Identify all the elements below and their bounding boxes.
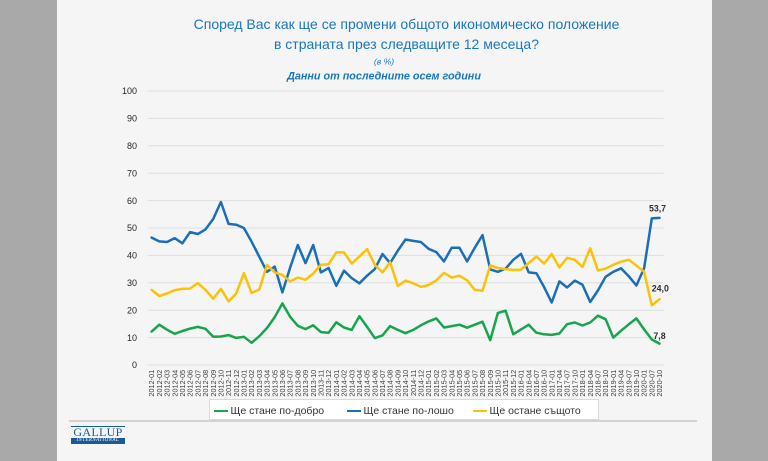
svg-text:2015-07: 2015-07 (470, 370, 479, 397)
svg-text:53,7: 53,7 (649, 203, 666, 213)
svg-text:2013-04: 2013-04 (263, 370, 272, 397)
svg-text:2017-04: 2017-04 (555, 370, 564, 397)
svg-text:2014-07: 2014-07 (378, 370, 387, 397)
svg-text:2015-09: 2015-09 (486, 370, 495, 397)
svg-text:2013-11: 2013-11 (317, 370, 326, 396)
svg-text:2019-01: 2019-01 (609, 370, 618, 397)
svg-text:2015-02: 2015-02 (432, 370, 441, 397)
svg-text:2018-01: 2018-01 (578, 370, 587, 397)
svg-text:2012-01: 2012-01 (147, 370, 156, 397)
svg-text:2015-12: 2015-12 (509, 370, 518, 397)
svg-text:2013-10: 2013-10 (309, 370, 318, 397)
svg-text:2013-02: 2013-02 (247, 370, 256, 397)
svg-text:2014-01: 2014-01 (332, 370, 341, 397)
svg-text:2018-07: 2018-07 (594, 370, 603, 397)
svg-text:2012-10: 2012-10 (217, 370, 226, 397)
svg-text:0: 0 (132, 360, 137, 370)
svg-text:2014-06: 2014-06 (370, 370, 379, 397)
svg-text:2015-10: 2015-10 (494, 370, 503, 397)
svg-text:2012-11: 2012-11 (224, 370, 233, 396)
svg-text:2019-04: 2019-04 (617, 370, 626, 397)
svg-text:2018-10: 2018-10 (601, 370, 610, 397)
svg-text:2014-02: 2014-02 (340, 370, 349, 397)
svg-text:(в %): (в %) (374, 56, 394, 66)
svg-text:2018-04: 2018-04 (586, 370, 595, 397)
svg-text:2015-08: 2015-08 (478, 370, 487, 397)
svg-text:2012-03: 2012-03 (163, 370, 172, 397)
svg-text:2020-07: 2020-07 (647, 370, 656, 397)
svg-text:в страната през следващите 12: в страната през следващите 12 месеца? (274, 36, 539, 52)
svg-text:2019-10: 2019-10 (632, 370, 641, 397)
svg-text:2014-12: 2014-12 (417, 370, 426, 397)
svg-text:2016-01: 2016-01 (517, 370, 526, 397)
svg-text:2017-07: 2017-07 (563, 370, 572, 397)
svg-text:24,0: 24,0 (652, 284, 669, 294)
svg-text:2012-09: 2012-09 (209, 370, 218, 397)
svg-text:2017-01: 2017-01 (547, 370, 556, 397)
svg-text:2012-04: 2012-04 (170, 370, 179, 397)
svg-text:90: 90 (127, 114, 137, 124)
svg-text:2013-12: 2013-12 (324, 370, 333, 397)
svg-text:2014-09: 2014-09 (393, 370, 402, 397)
svg-text:Данни от последните осем годин: Данни от последните осем години (286, 71, 481, 83)
svg-text:2014-11: 2014-11 (409, 370, 418, 396)
svg-text:2013-03: 2013-03 (255, 370, 264, 397)
svg-text:2016-10: 2016-10 (540, 370, 549, 397)
svg-text:2014-04: 2014-04 (355, 370, 364, 397)
svg-text:2015-01: 2015-01 (424, 370, 433, 397)
svg-text:2014-05: 2014-05 (363, 370, 372, 397)
svg-text:2014-10: 2014-10 (401, 370, 410, 397)
svg-text:100: 100 (122, 86, 137, 96)
svg-text:2013-09: 2013-09 (301, 370, 310, 397)
svg-text:50: 50 (127, 223, 137, 233)
svg-text:2014-08: 2014-08 (386, 370, 395, 397)
svg-text:70: 70 (127, 168, 137, 178)
svg-text:2012-05: 2012-05 (178, 370, 187, 397)
svg-text:2015-11: 2015-11 (501, 370, 510, 396)
svg-text:2014-03: 2014-03 (347, 370, 356, 397)
svg-text:2016-07: 2016-07 (532, 370, 541, 397)
svg-text:2013-08: 2013-08 (293, 370, 302, 397)
svg-text:2013-06: 2013-06 (278, 370, 287, 397)
svg-text:2019-07: 2019-07 (624, 370, 633, 397)
svg-text:2013-01: 2013-01 (240, 370, 249, 397)
svg-text:2020-10: 2020-10 (655, 370, 664, 397)
svg-text:2013-07: 2013-07 (286, 370, 295, 397)
svg-text:40: 40 (127, 251, 137, 261)
svg-text:2015-05: 2015-05 (455, 370, 464, 397)
svg-text:2012-12: 2012-12 (232, 370, 241, 397)
svg-text:2012-02: 2012-02 (155, 370, 164, 397)
svg-text:80: 80 (127, 141, 137, 151)
svg-text:2012-08: 2012-08 (201, 370, 210, 397)
svg-text:10: 10 (127, 333, 137, 343)
svg-text:7,8: 7,8 (653, 331, 665, 341)
svg-text:2015-03: 2015-03 (440, 370, 449, 397)
svg-text:2015-04: 2015-04 (447, 370, 456, 397)
svg-text:2013-05: 2013-05 (270, 370, 279, 397)
svg-text:2015-06: 2015-06 (463, 370, 472, 397)
svg-text:2012-07: 2012-07 (193, 370, 202, 397)
svg-text:2020-01: 2020-01 (640, 370, 649, 397)
svg-text:30: 30 (127, 278, 137, 288)
svg-text:Според Вас как ще се промени о: Според Вас как ще се промени общото икон… (194, 16, 620, 32)
svg-text:2012-06: 2012-06 (186, 370, 195, 397)
svg-text:2016-04: 2016-04 (524, 370, 533, 397)
svg-text:60: 60 (127, 196, 137, 206)
svg-text:2017-10: 2017-10 (570, 370, 579, 397)
svg-text:20: 20 (127, 305, 137, 315)
